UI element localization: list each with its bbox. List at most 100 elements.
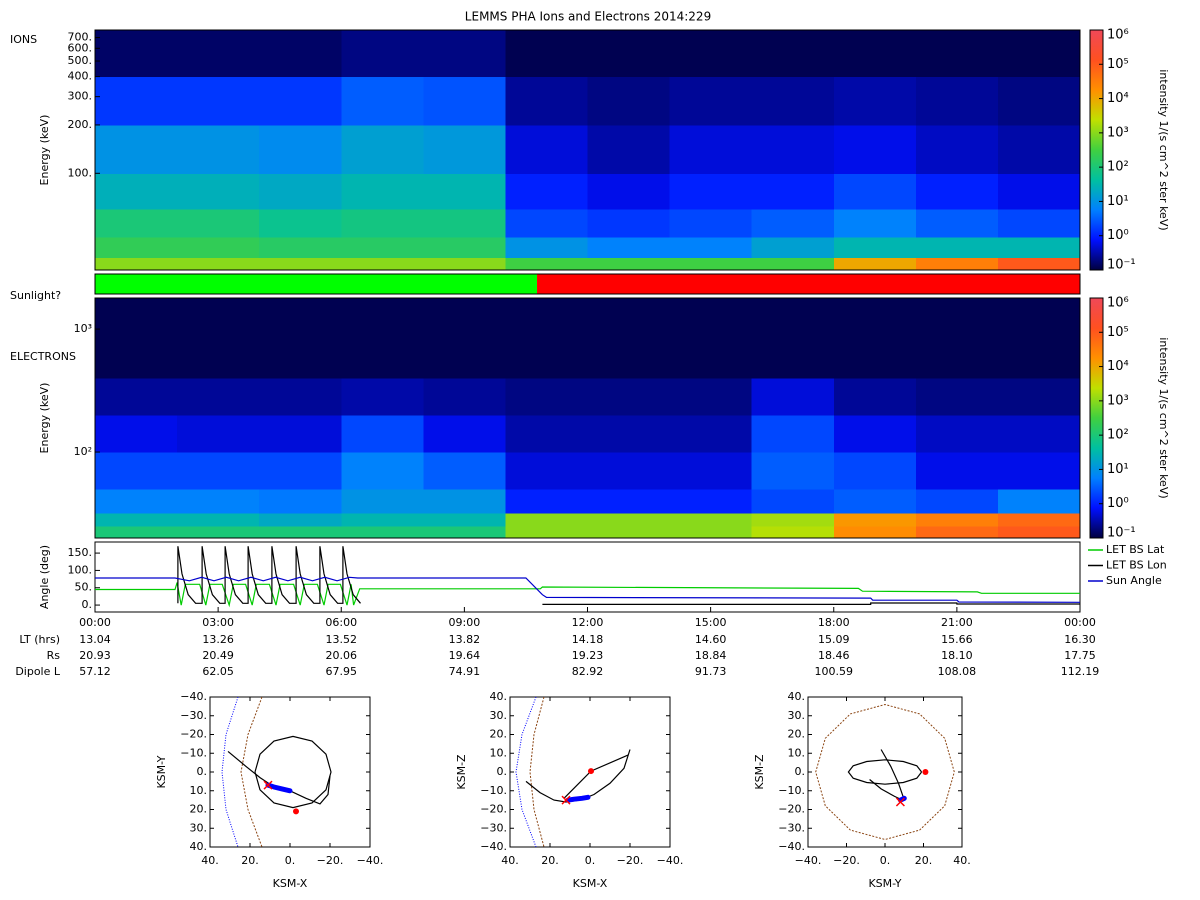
orbit-path [221,697,239,847]
ephemeris-value: 16.30 [1064,633,1096,646]
spectrogram-cell [423,237,506,258]
y-tick-label: −30. [480,821,507,834]
spectrogram-cell [587,526,671,539]
colorbar [1089,29,1104,271]
y-tick-label: 20. [788,728,806,741]
spectrogram-cell [505,378,588,416]
orbit-path [265,782,293,794]
spectrogram-cell [95,526,178,539]
spectrogram-cell [505,30,588,78]
spectrogram-cell [95,452,178,490]
ephemeris-value: 14.18 [572,633,604,646]
spectrogram-cell [423,76,506,126]
ephemeris-value: 20.49 [202,649,234,662]
x-tick-label: 20. [915,854,933,867]
y-tick-label: −10. [180,746,207,759]
spectrogram-cell [833,415,917,453]
plot-frame [94,29,1081,271]
orbit-path [847,759,923,785]
x-tick-label: 0. [585,854,596,867]
ephemeris-value: 20.06 [326,649,358,662]
orbit-group [221,697,332,847]
spectrogram-cell [915,257,999,271]
y-tick-label: 30. [788,709,806,722]
spectrogram-cell [95,489,178,514]
spectrogram-cell [587,76,671,126]
colorbar-label: intensity 1/(s cm^2 ster keV) [1157,69,1170,230]
spectrogram-cell [915,76,999,126]
x-tick-label: 40. [501,854,519,867]
spectrogram-cell [423,489,506,514]
spectrogram-cell [177,298,260,379]
y-tick-label: 10. [490,746,508,759]
x-axis-label: KSM-X [573,877,608,890]
status-segment [95,274,538,294]
x-tick-label: 21:00 [941,616,973,629]
y-tick-label: −30. [778,821,805,834]
spectrogram-cell [997,298,1081,379]
y-axis-label: KSM-Y [155,755,168,788]
spectrogram-cell [423,298,506,379]
y-tick-label: −20. [778,803,805,816]
y-tick-label: 600. [68,41,93,54]
spectrogram-cell [505,76,588,126]
spectrogram-cell [505,452,588,490]
spectrogram-cell [669,237,753,258]
spectrogram-cell [915,512,999,527]
spectrogram-cell [505,124,588,174]
ephemeris-value: 82.92 [572,665,604,678]
y-tick-label: 10² [74,445,92,458]
spectrogram-cell [997,76,1081,126]
colorbar-tick-label: 10⁰ [1107,228,1129,243]
orbit-path [815,703,955,841]
spectrogram-cell [95,298,178,379]
marker-x [895,797,905,807]
ephemeris-value: 19.64 [449,649,481,662]
spectrogram-cell [833,237,917,258]
marker-x [561,795,571,805]
spectrogram-cell [751,489,835,514]
spectrogram-cell [95,76,178,126]
colorbar-tick-label: 10⁶ [1107,296,1129,311]
spectrogram-cell [751,76,835,126]
ephemeris-value: 100.59 [815,665,854,678]
spectrogram-cell [259,452,342,490]
y-tick-label: 500. [68,54,93,67]
x-tick-label: −40. [357,854,384,867]
spectrogram-cell [423,124,506,174]
spectrogram-cell [95,173,178,210]
spectrogram-cell [177,452,260,490]
spectrogram-cell [833,124,917,174]
x-tick-label: 00:00 [1064,616,1096,629]
spectrogram-cell [833,452,917,490]
colorbar-tick-label: 10⁶ [1107,28,1129,43]
orbit-path [254,735,332,809]
colorbar-label: intensity 1/(s cm^2 ster keV) [1157,337,1170,498]
spectrogram-cell [751,30,835,78]
spectrogram-cell [669,124,753,174]
spectrogram-cell [997,452,1081,490]
spectrogram-cell [505,526,588,539]
spectrogram-cell [751,173,835,210]
spectrogram-cell [997,30,1081,78]
y-tick-label: 40. [788,690,806,703]
y-axis-label: KSM-Z [455,754,468,790]
spectrogram-cell [833,257,917,271]
spectrogram-cell [915,208,999,238]
y-tick-label: −30. [180,709,207,722]
spectrogram-cell [915,173,999,210]
status-segment [537,274,1080,294]
spectrogram-cell [997,124,1081,174]
ephemeris-row-label: LT (hrs) [19,633,60,646]
y-tick-label: −20. [480,803,507,816]
spectrogram-cell [833,76,917,126]
spectrogram-cell [259,489,342,514]
spectrogram-cell [669,512,753,527]
spectrogram-cell [177,124,260,174]
spectrogram-cell [505,415,588,453]
spectrogram-cell [751,208,835,238]
spectrogram-cell [915,415,999,453]
ephemeris-value: 15.66 [941,633,973,646]
spectrogram-cell [95,30,178,78]
